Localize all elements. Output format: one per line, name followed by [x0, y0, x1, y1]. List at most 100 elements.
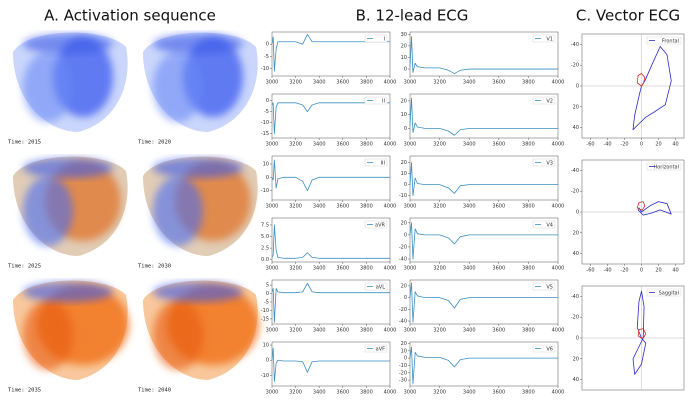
- x-tick-label: 4000: [552, 142, 565, 148]
- y-tick-label: -10: [261, 66, 269, 72]
- x-tick-label: 3200: [289, 80, 302, 86]
- legend-label: V5: [546, 284, 553, 290]
- legend-box: [646, 162, 682, 171]
- x-tick-label: 0: [640, 142, 643, 148]
- series-line: [409, 222, 558, 260]
- heart-image: Time: 2030: [138, 156, 258, 270]
- series-line: [409, 346, 558, 385]
- x-tick-label: 3400: [463, 390, 476, 396]
- x-tick-label: 4000: [384, 328, 397, 334]
- x-tick-label: 3600: [336, 328, 349, 334]
- y-tick-label: -10: [261, 373, 269, 379]
- y-tick-label: -40: [399, 319, 407, 325]
- x-tick-label: 3400: [463, 328, 476, 334]
- x-tick-label: -60: [586, 268, 594, 274]
- x-tick-label: 3000: [266, 80, 279, 86]
- x-tick-label: 4000: [384, 266, 397, 272]
- x-tick-label: 3800: [522, 80, 535, 86]
- series-line: [636, 73, 646, 87]
- legend-label: Horizontal: [653, 164, 679, 170]
- y-tick-label: -20: [399, 307, 407, 313]
- series-line: [409, 97, 558, 136]
- series-line: [409, 162, 558, 196]
- x-tick-label: 4000: [552, 390, 565, 396]
- legend-label: aVL: [376, 284, 385, 290]
- legend-label: V6: [546, 346, 553, 352]
- y-tick-label: 0: [266, 175, 269, 181]
- y-tick-label: 10: [401, 348, 407, 354]
- x-tick-label: 3800: [360, 80, 373, 86]
- legend-box: [364, 344, 388, 353]
- heart-image: Time: 2020: [138, 32, 258, 146]
- y-tick-label: 0: [266, 98, 269, 104]
- x-tick-label: 3200: [289, 204, 302, 210]
- y-tick-label: -10: [261, 308, 269, 314]
- x-tick-label: 3000: [266, 390, 279, 396]
- series-line: [271, 34, 390, 72]
- legend-label: V3: [546, 160, 553, 166]
- y-tick-label: -5: [264, 109, 269, 115]
- legend-box: [532, 344, 556, 353]
- series-line: [409, 282, 558, 323]
- y-tick-label: 2.5: [261, 246, 269, 252]
- x-tick-label: 3600: [492, 390, 505, 396]
- legend-box: [364, 158, 388, 167]
- chart: -40 -20 0 20 40 Saggital: [571, 285, 685, 391]
- legend-label: aVF: [376, 346, 385, 352]
- legend-box: [364, 282, 388, 291]
- y-tick-label: -20: [571, 189, 579, 195]
- legend-label: Saggital: [659, 290, 679, 296]
- x-tick-label: 4000: [384, 204, 397, 210]
- y-tick-label: -10: [261, 188, 269, 194]
- chart: -40 -20 0 20 40 -60 -40 -20 0 20 40 Frontal: [571, 33, 685, 148]
- heart-region: [153, 176, 203, 246]
- x-tick-label: 3000: [266, 266, 279, 272]
- activation-panel: Time: 2015 Time: 2020 Time: 2025 Time: 2030…: [8, 32, 259, 394]
- x-tick-label: 3400: [313, 266, 326, 272]
- y-tick-label: -20: [571, 63, 579, 69]
- y-tick-label: -30: [399, 378, 407, 384]
- x-tick-label: 3600: [492, 266, 505, 272]
- x-tick-label: 3000: [404, 142, 417, 148]
- legend-box: [364, 96, 388, 105]
- legend-box: [532, 158, 556, 167]
- x-tick-label: 3400: [313, 80, 326, 86]
- heart-caption: Time: 2030: [138, 264, 171, 270]
- chart: 0 -5 -10 -15 3000 3200 3400 3600 3800 4000 II: [261, 93, 396, 148]
- y-tick-label: 0: [404, 126, 407, 132]
- y-tick-label: 7.5: [261, 222, 269, 228]
- x-tick-label: 3600: [336, 266, 349, 272]
- x-tick-label: 3800: [522, 204, 535, 210]
- x-tick-label: 40: [672, 268, 678, 274]
- x-tick-label: 3800: [522, 328, 535, 334]
- chart: 0 -5 -10 3000 3200 3400 3600 3800 4000 I: [261, 31, 396, 86]
- x-tick-label: 4000: [384, 390, 397, 396]
- x-tick-label: 3800: [360, 204, 373, 210]
- legend-box: [646, 36, 682, 45]
- y-tick-label: 30: [401, 32, 407, 38]
- heart-region: [23, 158, 113, 178]
- x-tick-label: 4000: [552, 80, 565, 86]
- heart-region: [23, 300, 73, 370]
- x-tick-label: 3400: [313, 390, 326, 396]
- y-tick-label: 0: [404, 67, 407, 73]
- legend-label: Frontal: [662, 38, 679, 44]
- x-tick-label: 4000: [552, 266, 565, 272]
- x-tick-label: 3600: [336, 142, 349, 148]
- y-tick-label: -10: [399, 193, 407, 199]
- y-tick-label: 20: [573, 104, 579, 110]
- x-tick-label: -40: [603, 142, 611, 148]
- x-tick-label: 3400: [463, 80, 476, 86]
- panel-title: A. Activation sequence: [44, 7, 216, 25]
- x-tick-label: 3200: [433, 266, 446, 272]
- x-tick-label: 3200: [433, 80, 446, 86]
- chart: -40 -20 0 20 40 -60 -40 -20 0 20 40 Horizontal: [571, 159, 685, 274]
- series-line: [637, 201, 672, 216]
- x-tick-label: 3200: [433, 142, 446, 148]
- x-tick-label: 3200: [433, 204, 446, 210]
- legend-box: [532, 34, 556, 43]
- y-tick-label: 0: [404, 356, 407, 362]
- y-tick-label: 0: [576, 84, 579, 90]
- legend-box: [532, 282, 556, 291]
